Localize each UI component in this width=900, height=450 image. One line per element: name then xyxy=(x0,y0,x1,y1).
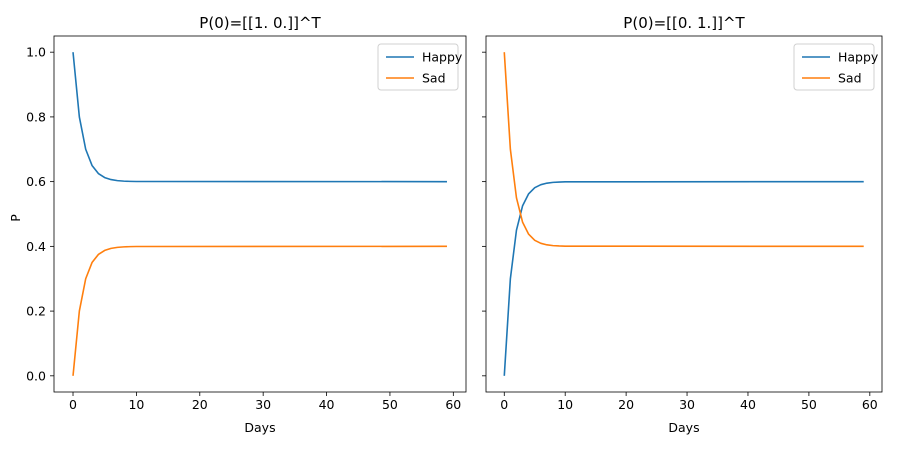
x-tick-label: 40 xyxy=(740,397,756,412)
x-tick-label: 20 xyxy=(618,397,634,412)
plot-area xyxy=(485,35,883,393)
legend-label-happy: Happy xyxy=(422,50,463,65)
subplot-right: 0 10 20 30 40 50 60 P(0)=[[0. 1.]]^T Days Happ… xyxy=(482,14,883,435)
axis-ticks: 0 10 20 30 40 50 60 xyxy=(482,51,878,412)
series-line-happy xyxy=(72,52,447,183)
x-tick-label: 60 xyxy=(862,397,878,412)
x-tick-label: 50 xyxy=(801,397,817,412)
axis-ticks: 0 10 20 30 40 50 60 0.0 0.2 0.4 0.6 0.8 1.0 xyxy=(26,45,461,412)
x-tick-label: 50 xyxy=(382,397,398,412)
x-tick-label: 40 xyxy=(319,397,335,412)
series-lines xyxy=(503,52,864,376)
y-tick-label: 0.2 xyxy=(26,304,46,319)
x-axis-label: Days xyxy=(668,420,699,435)
series-lines xyxy=(72,52,447,376)
x-tick-label: 20 xyxy=(192,397,208,412)
y-axis-label: P xyxy=(8,214,23,222)
chart-title: P(0)=[[0. 1.]]^T xyxy=(623,14,745,32)
legend-label-sad: Sad xyxy=(838,71,862,86)
subplot-left: 0 10 20 30 40 50 60 0.0 0.2 0.4 0.6 0.8 1.0 P(0)=[[1… xyxy=(8,14,467,435)
legend: Happy Sad xyxy=(377,43,463,91)
x-tick-label: 60 xyxy=(445,397,461,412)
x-tick-label: 30 xyxy=(679,397,695,412)
legend: Happy Sad xyxy=(793,43,879,91)
series-line-sad xyxy=(503,52,864,248)
x-tick-label: 0 xyxy=(69,397,77,412)
legend-label-happy: Happy xyxy=(838,50,879,65)
x-tick-label: 0 xyxy=(500,397,508,412)
plot-area xyxy=(53,35,467,393)
x-tick-label: 30 xyxy=(255,397,271,412)
y-tick-label: 0.8 xyxy=(26,109,46,124)
x-tick-label: 10 xyxy=(557,397,573,412)
y-tick-label: 1.0 xyxy=(26,45,46,60)
series-line-sad xyxy=(72,245,447,376)
legend-label-sad: Sad xyxy=(422,71,446,86)
chart-title: P(0)=[[1. 0.]]^T xyxy=(199,14,321,32)
y-tick-label: 0.6 xyxy=(26,174,46,189)
x-axis-label: Days xyxy=(244,420,275,435)
y-tick-label: 0.0 xyxy=(26,368,46,383)
y-tick-label: 0.4 xyxy=(26,239,46,254)
series-line-happy xyxy=(503,180,864,376)
x-tick-label: 10 xyxy=(128,397,144,412)
